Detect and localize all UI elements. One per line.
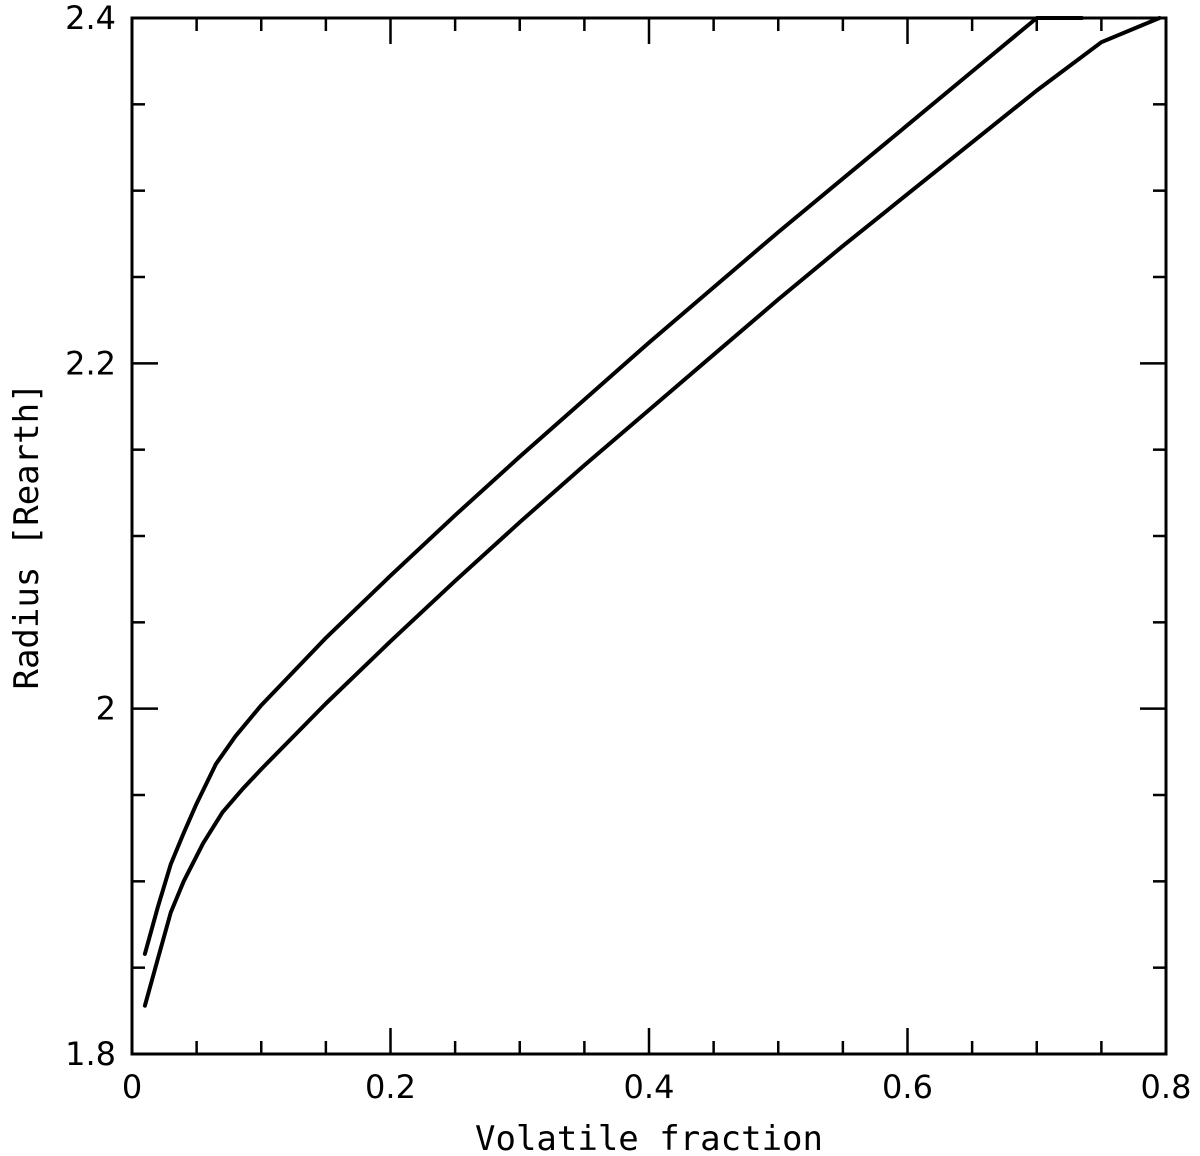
y-tick-label: 2.2: [65, 344, 116, 382]
x-tick-label: 0.4: [624, 1068, 675, 1106]
plot-series: [142, 16, 1162, 1008]
y-axis-title: Radius [Rearth]: [7, 382, 47, 689]
x-tick-label: 0.6: [882, 1068, 933, 1106]
x-axis-title: Volatile fraction: [475, 1119, 823, 1156]
tick-marks: [130, 16, 1168, 1056]
y-tick-label: 1.8: [65, 1035, 116, 1073]
series-line-2: [142, 16, 1162, 1008]
x-tick-label: 0.8: [1141, 1068, 1192, 1106]
x-tick-label: 0: [122, 1068, 142, 1106]
x-tick-label: 0.2: [365, 1068, 416, 1106]
tick-labels: 0 0.2 0.4 0.6 0.8 1.8 2 2.2 2.4: [65, 0, 1191, 1106]
y-tick-label: 2: [96, 690, 116, 728]
series-line-1: [142, 16, 1084, 956]
plot-frame: [130, 16, 1168, 1056]
y-tick-label: 2.4: [65, 0, 116, 37]
